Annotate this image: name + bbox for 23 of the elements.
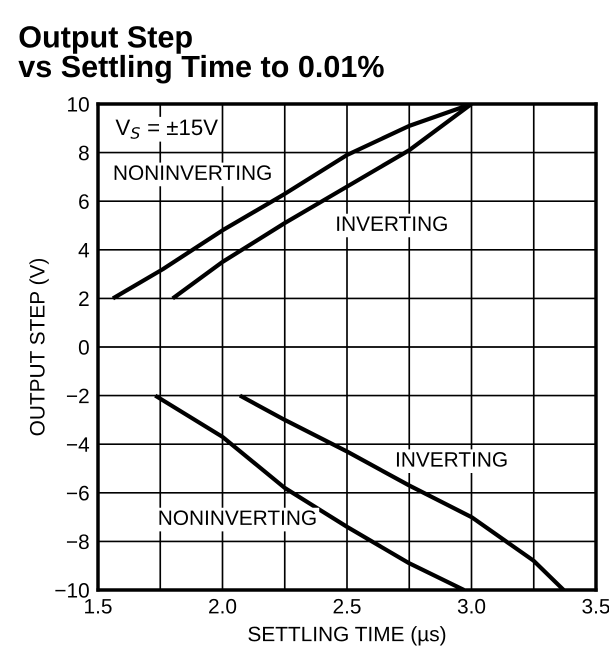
y-axis-title: OUTPUT STEP (V) [29,258,49,436]
y-tick-label: −10 [55,583,89,598]
annotation: V$_{S}$ = ±15V [116,120,218,139]
x-tick-label: 3.0 [458,598,486,614]
y-tick-label: −4 [66,437,90,452]
x-tick-label: 1.5 [85,599,112,614]
y-tick-label: 10 [68,97,89,112]
y-tick-label: 8 [78,146,89,160]
series-label: NONINVERTING [159,510,316,526]
chart-title: Output Step vs Settling Time to 0.01% [18,26,384,84]
y-tick-label: −8 [66,534,89,550]
x-axis-title: SETTLING TIME (µs) [248,626,446,646]
x-tick-label: 2.5 [334,598,361,614]
y-tick-label: 4 [78,243,90,258]
x-tick-label: 2.0 [209,598,236,614]
y-tick-label: 2 [79,291,89,306]
y-tick-label: −2 [66,388,89,404]
y-tick-label: 0 [78,340,89,355]
y-tick-label: 6 [79,194,89,209]
series-label: NONINVERTING [114,165,271,180]
series-label: INVERTING [337,216,447,232]
series-label: INVERTING [396,452,507,467]
y-tick-label: −6 [66,486,89,501]
